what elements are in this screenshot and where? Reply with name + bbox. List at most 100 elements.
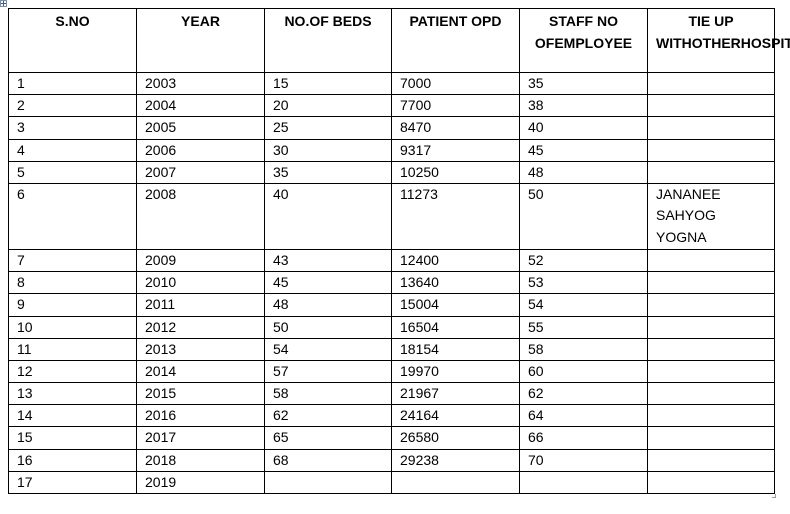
header-year: YEAR: [136, 8, 265, 73]
table-row: 13 2015 58 21967 62: [8, 382, 775, 406]
cell-tie-up: [647, 160, 775, 184]
cell-patient-opd: 10250: [391, 160, 520, 184]
cell-year: 2011: [136, 293, 265, 317]
cell-sno: 15: [8, 426, 137, 450]
cell-staff: 35: [519, 71, 648, 96]
cell-patient-opd: 13640: [391, 271, 520, 295]
cell-beds: 68: [264, 448, 392, 472]
cell-patient-opd: 18154: [391, 337, 520, 361]
cell-staff: 60: [519, 359, 648, 384]
cell-patient-opd: 26580: [391, 426, 520, 450]
cell-year: 2007: [136, 160, 265, 184]
cell-patient-opd: 12400: [391, 248, 520, 273]
cell-beds: 43: [264, 248, 392, 273]
table-row: 5 2007 35 10250 48: [8, 160, 775, 184]
header-line: YEAR: [181, 13, 220, 29]
cell-staff: 52: [519, 248, 648, 273]
table-row: 15 2017 65 26580 66: [8, 426, 775, 450]
table-resize-handle-icon[interactable]: [772, 494, 776, 498]
cell-patient-opd: 29238: [391, 448, 520, 472]
header-line: OTHER: [691, 34, 741, 51]
cell-sno: 9: [8, 293, 137, 317]
cell-year: 2004: [136, 94, 265, 118]
cell-sno: 6: [8, 182, 137, 250]
cell-staff: 62: [519, 382, 648, 406]
cell-year: 2015: [136, 382, 265, 406]
cell-tie-up: [647, 448, 775, 472]
header-sno: S.NO: [8, 8, 137, 73]
header-beds: NO.OF BEDS: [264, 8, 392, 73]
header-line: TIE UP WITH: [656, 13, 734, 51]
cell-beds: 65: [264, 426, 392, 450]
table-row: 6 2008 40 11273 50 JANANEE SAHYOG YOGNA: [8, 182, 775, 250]
table-row: 9 2011 48 15004 54: [8, 293, 775, 317]
cell-tie-up: [647, 271, 775, 295]
cell-patient-opd: 19970: [391, 359, 520, 384]
cell-staff: 64: [519, 404, 648, 428]
cell-tie-up: [647, 293, 775, 317]
cell-sno: 10: [8, 315, 137, 339]
tie-up-line: JANANEE: [656, 185, 721, 202]
header-tie-up: TIE UP WITHOTHERHOSPITAL: [647, 8, 790, 73]
table-move-handle-icon[interactable]: [0, 0, 7, 7]
cell-tie-up: [647, 404, 775, 428]
tie-up-line: SAHYOG: [656, 207, 716, 224]
cell-sno: 7: [8, 248, 137, 273]
header-line: EMPLOYEE: [554, 34, 633, 51]
cell-patient-opd: 21967: [391, 382, 520, 406]
cell-beds: 50: [264, 315, 392, 339]
cell-staff: 48: [519, 160, 648, 184]
cell-tie-up: [647, 94, 775, 118]
cell-patient-opd: 16504: [391, 315, 520, 339]
cell-patient-opd: 11273: [391, 182, 520, 250]
cell-staff: 50: [519, 182, 648, 250]
table-row: 11 2013 54 18154 58: [8, 337, 775, 361]
table-row: 3 2005 25 8470 40: [8, 116, 775, 140]
header-line: STAFF NO OF: [534, 13, 618, 51]
cell-sno: 3: [8, 116, 137, 140]
cell-beds: 45: [264, 271, 392, 295]
table-row: 2 2004 20 7700 38: [8, 94, 775, 118]
cell-beds: 58: [264, 382, 392, 406]
cell-patient-opd: 7000: [391, 71, 520, 96]
cell-year: 2018: [136, 448, 265, 472]
cell-staff: 53: [519, 271, 648, 295]
cell-year: 2009: [136, 248, 265, 273]
table-row: 1 2003 15 7000 35: [8, 71, 775, 96]
cell-year: 2017: [136, 426, 265, 450]
table-row: 10 2012 50 16504 55: [8, 315, 775, 339]
cell-sno: 14: [8, 404, 137, 428]
cell-sno: 16: [8, 448, 137, 472]
cell-patient-opd: 24164: [391, 404, 520, 428]
cell-beds: 15: [264, 71, 392, 96]
table-row: 17 2019: [8, 470, 775, 495]
cell-tie-up: [647, 71, 775, 96]
header-row: S.NO YEAR NO.OF BEDS PATIENT OPD STAFF NO OF…: [8, 8, 790, 73]
cell-sno: 8: [8, 271, 137, 295]
cell-patient-opd: 8470: [391, 116, 520, 140]
cell-beds: 54: [264, 337, 392, 361]
cell-beds: 40: [264, 182, 392, 250]
header-line: PATIENT OPD: [409, 13, 502, 29]
cell-staff: 66: [519, 426, 648, 450]
cell-beds: 48: [264, 293, 392, 317]
cell-tie-up: [647, 359, 775, 384]
cell-staff: 58: [519, 337, 648, 361]
cell-staff: 45: [519, 138, 648, 162]
cell-sno: 17: [8, 470, 137, 495]
cell-year: 2003: [136, 71, 265, 96]
table-row: 12 2014 57 19970 60: [8, 359, 775, 384]
cell-tie-up: [647, 315, 775, 339]
cell-beds: 57: [264, 359, 392, 384]
cell-staff: 54: [519, 293, 648, 317]
cell-sno: 13: [8, 382, 137, 406]
cell-tie-up: [647, 470, 775, 495]
cell-tie-up: [647, 337, 775, 361]
header-patient-opd: PATIENT OPD: [391, 8, 520, 73]
cell-tie-up: [647, 382, 775, 406]
cell-year: 2014: [136, 359, 265, 384]
tie-up-line: YOGNA: [656, 228, 707, 245]
cell-tie-up: [647, 116, 775, 140]
data-table: S.NO YEAR NO.OF BEDS PATIENT OPD STAFF NO OF…: [8, 8, 790, 495]
cell-tie-up: [647, 426, 775, 450]
